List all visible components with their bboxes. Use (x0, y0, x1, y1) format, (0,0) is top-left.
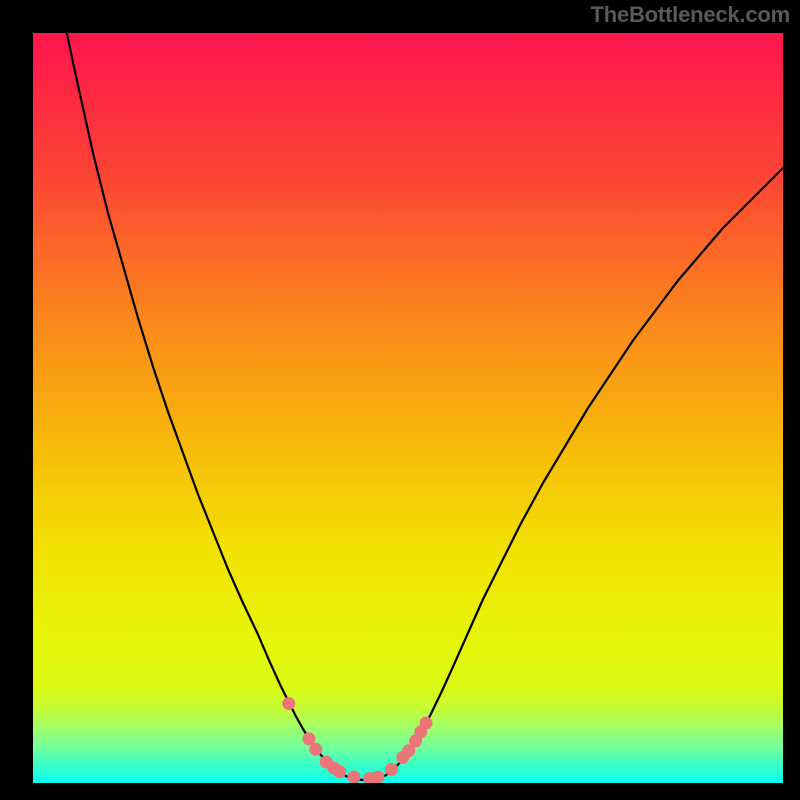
gradient-background (33, 33, 783, 783)
data-marker (372, 771, 384, 783)
chart-frame: TheBottleneck.com (0, 0, 800, 800)
data-marker (283, 698, 295, 710)
data-marker (420, 717, 432, 729)
attribution-text: TheBottleneck.com (590, 2, 790, 28)
data-marker (348, 771, 360, 783)
plot-area (33, 33, 783, 783)
data-marker (310, 743, 322, 755)
chart-svg (33, 33, 783, 783)
data-marker (386, 764, 398, 776)
data-marker (303, 733, 315, 745)
data-marker (334, 766, 346, 778)
